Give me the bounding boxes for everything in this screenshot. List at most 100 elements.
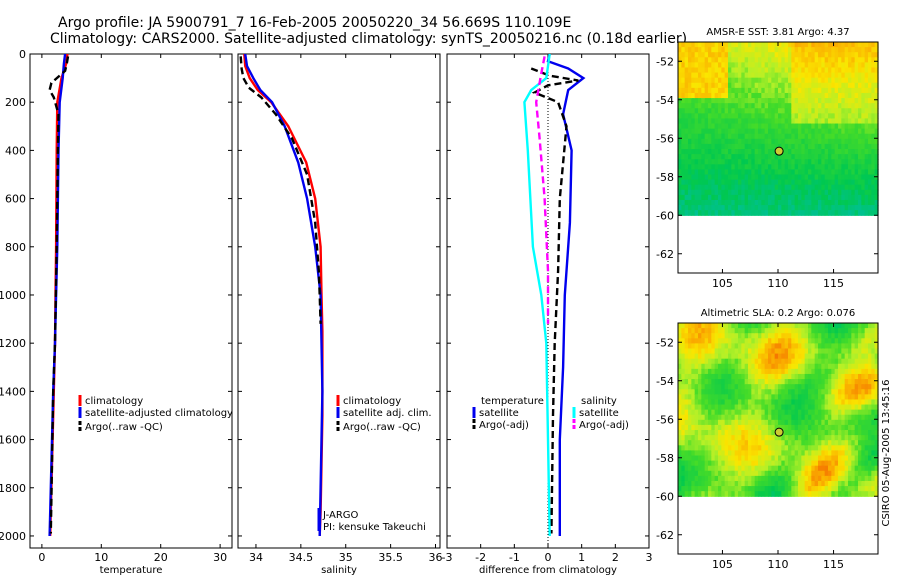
heatmap-cell	[678, 57, 682, 63]
heatmap-cell	[794, 179, 799, 186]
heatmap-cell	[784, 480, 789, 487]
heatmap-cell	[838, 189, 842, 196]
heatmap-cell	[828, 389, 832, 395]
heatmap-cell	[744, 149, 749, 155]
heatmap-cell	[704, 460, 709, 467]
heatmap-cell	[821, 389, 826, 395]
heatmap-cell	[678, 184, 682, 191]
heatmap-cell	[761, 328, 766, 334]
heatmap-cell	[691, 62, 696, 69]
heatmap-cell	[851, 189, 856, 196]
heatmap-cell	[848, 205, 852, 211]
heatmap-cell	[831, 159, 836, 165]
heatmap-cell	[818, 353, 822, 360]
heatmap-cell	[724, 348, 729, 355]
heatmap-cell	[734, 205, 739, 211]
heatmap-cell	[861, 164, 866, 170]
heatmap-cell	[808, 445, 812, 451]
heatmap-cell	[704, 118, 709, 125]
heatmap-cell	[728, 179, 732, 186]
heatmap-cell	[731, 470, 736, 477]
heatmap-cell	[871, 164, 876, 170]
heatmap-cell	[781, 174, 786, 181]
heatmap-cell	[738, 77, 742, 84]
heatmap-cell	[781, 343, 786, 350]
heatmap-cell	[854, 82, 859, 89]
annotation-text: PI: kensuke Takeuchi	[323, 522, 426, 533]
heatmap-cell	[868, 118, 872, 125]
heatmap-cell	[824, 486, 829, 492]
heatmap-cell	[821, 435, 826, 441]
heatmap-cell	[768, 409, 772, 416]
heatmap-cell	[754, 450, 759, 457]
heatmap-cell	[698, 128, 702, 135]
heatmap-cell	[861, 149, 866, 155]
heatmap-cell	[831, 465, 836, 472]
heatmap-cell	[804, 450, 809, 457]
heatmap-cell	[754, 491, 759, 497]
heatmap-cell	[744, 179, 749, 186]
heatmap-cell	[708, 52, 712, 58]
heatmap-cell	[691, 87, 696, 94]
heatmap-cell	[851, 57, 856, 63]
heatmap-cell	[848, 62, 852, 69]
heatmap-cell	[734, 480, 739, 487]
heatmap-cell	[778, 399, 782, 406]
heatmap-cell	[871, 440, 876, 446]
heatmap-cell	[804, 164, 809, 170]
heatmap-cell	[714, 348, 719, 355]
heatmap-cell	[801, 128, 806, 135]
heatmap-cell	[801, 199, 806, 206]
heatmap-cell	[864, 47, 869, 53]
heatmap-cell	[708, 118, 712, 125]
heatmap-cell	[704, 419, 709, 426]
heatmap-cell	[808, 113, 812, 120]
heatmap-cell	[868, 159, 872, 165]
heatmap-cell	[681, 210, 686, 216]
heatmap-cell	[714, 118, 719, 125]
heatmap-cell	[764, 179, 769, 186]
heatmap-cell	[798, 199, 802, 206]
heatmap-cell	[801, 460, 806, 467]
heatmap-cell	[794, 450, 799, 457]
heatmap-cell	[774, 133, 779, 140]
heatmap-cell	[708, 379, 712, 385]
heatmap-cell	[708, 205, 712, 211]
heatmap-cell	[814, 409, 819, 416]
heatmap-cell	[768, 486, 772, 492]
heatmap-cell	[778, 174, 782, 181]
heatmap-cell	[744, 414, 749, 421]
heatmap-cell	[758, 143, 762, 150]
heatmap-cell	[764, 348, 769, 355]
heatmap-cell	[814, 62, 819, 69]
heatmap-cell	[788, 323, 792, 329]
heatmap-cell	[824, 169, 829, 176]
heatmap-cell	[754, 435, 759, 441]
heatmap-cell	[834, 159, 839, 165]
heatmap-cell	[868, 379, 872, 385]
heatmap-cell	[708, 353, 712, 360]
heatmap-cell	[711, 149, 716, 155]
heatmap-cell	[871, 445, 876, 451]
heatmap-cell	[791, 169, 796, 176]
heatmap-cell	[684, 465, 689, 472]
heatmap-cell	[834, 486, 839, 492]
heatmap-cell	[838, 205, 842, 211]
heatmap-cell	[778, 210, 782, 216]
heatmap-cell	[804, 143, 809, 150]
heatmap-cell	[814, 389, 819, 395]
heatmap-cell	[828, 42, 832, 48]
heatmap-cell	[681, 460, 686, 467]
heatmap-cell	[838, 328, 842, 334]
heatmap-cell	[808, 138, 812, 145]
heatmap-cell	[834, 77, 839, 84]
heatmap-cell	[808, 159, 812, 165]
heatmap-cell	[858, 394, 862, 401]
heatmap-cell	[778, 368, 782, 375]
heatmap-cell	[838, 363, 842, 370]
heatmap-cell	[688, 358, 692, 365]
heatmap-cell	[864, 194, 869, 201]
heatmap-cell	[864, 399, 869, 406]
heatmap-cell	[764, 358, 769, 365]
heatmap-cell	[734, 184, 739, 191]
